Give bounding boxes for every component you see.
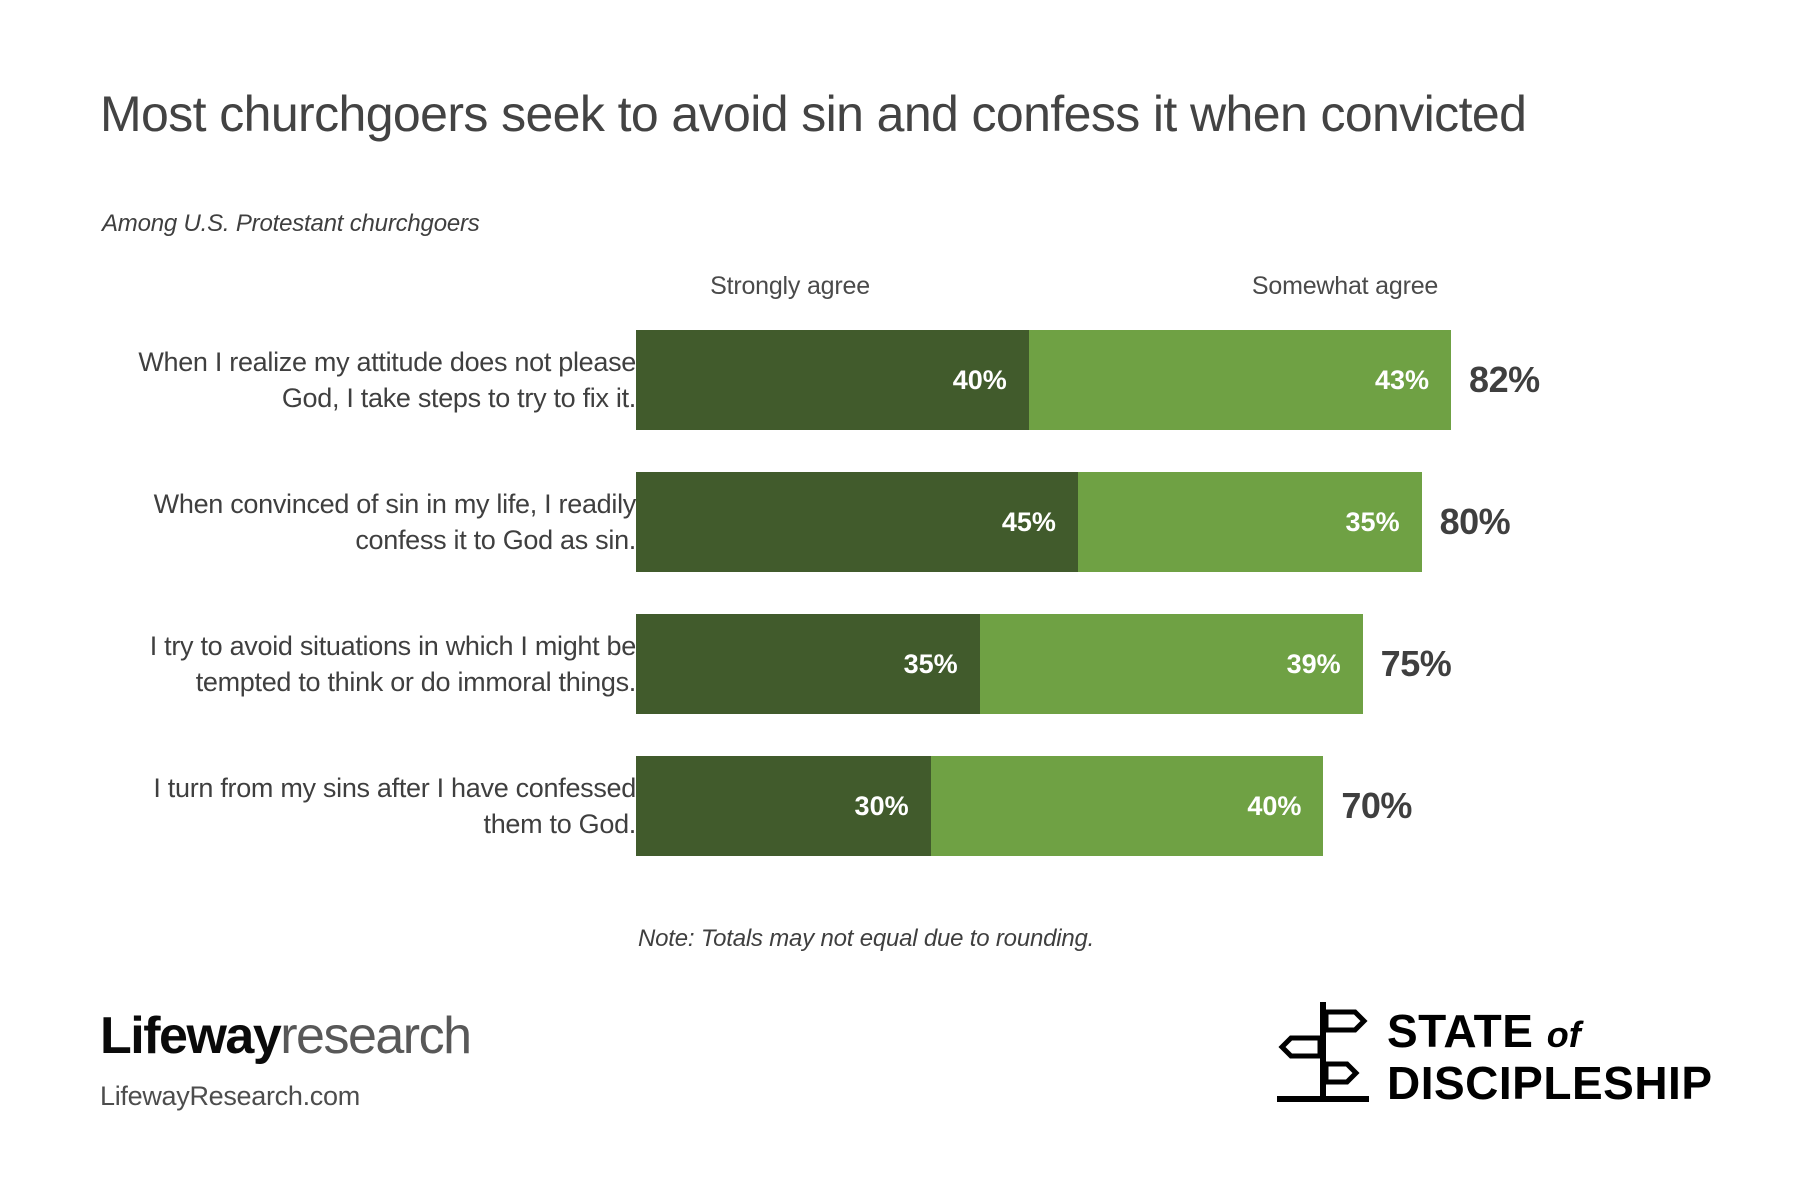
chart-bar-row: When I realize my attitude does not plea… — [0, 330, 1800, 430]
chart-bar-row: I try to avoid situations in which I mig… — [0, 614, 1800, 714]
bar-category-label: I turn from my sins after I have confess… — [153, 773, 636, 839]
bar-segment-somewhat-agree: 39% — [979, 614, 1363, 714]
stacked-bar: 30% 40% — [636, 756, 1324, 856]
bar-value-strongly-agree: 40% — [952, 364, 1007, 395]
logo-line-state-of: STATE of — [1387, 1008, 1713, 1054]
bar-segment-strongly-agree: 40% — [636, 330, 1029, 430]
bar-segment-somewhat-agree: 35% — [1077, 472, 1422, 572]
chart-note: Note: Totals may not equal due to roundi… — [638, 925, 1095, 952]
bar-value-strongly-agree: 30% — [854, 790, 909, 821]
bar-category-label: When convinced of sin in my life, I read… — [153, 489, 637, 555]
stacked-bar: 45% 35% — [636, 472, 1422, 572]
stacked-bar: 35% 39% — [636, 614, 1363, 714]
bar-category-label: When I realize my attitude does not plea… — [138, 347, 636, 413]
state-of-discipleship-text: STATE of DISCIPLESHIP — [1387, 1008, 1713, 1106]
bar-total-label: 70% — [1341, 785, 1412, 826]
lifeway-logo-bold: Lifeway — [100, 1007, 282, 1065]
bar-value-somewhat-agree: 39% — [1286, 648, 1341, 679]
lifeway-research-logo: Lifewayresearch — [100, 1005, 472, 1067]
bar-total-label: 75% — [1380, 643, 1452, 684]
bar-value-strongly-agree: 35% — [903, 648, 958, 679]
logo-word-of: of — [1546, 1013, 1581, 1055]
lifeway-website-url: LifewayResearch.com — [100, 1081, 360, 1111]
bar-value-somewhat-agree: 43% — [1375, 364, 1430, 395]
chart-legend: Strongly agree Somewhat agree — [0, 272, 1800, 304]
chart-subtitle: Among U.S. Protestant churchgoers — [102, 210, 480, 237]
logo-word-state: STATE — [1387, 1004, 1534, 1057]
chart-bar-row: I turn from my sins after I have confess… — [0, 756, 1800, 856]
state-of-discipleship-logo: STATE of DISCIPLESHIP — [1275, 1000, 1713, 1113]
bar-total-label: 82% — [1469, 359, 1540, 400]
bar-segment-somewhat-agree: 40% — [930, 756, 1324, 856]
page-title: Most churchgoers seek to avoid sin and c… — [100, 86, 1527, 142]
bar-segment-strongly-agree: 30% — [636, 756, 931, 856]
footer-branding: Lifewayresearch LifewayResearch.com — [100, 1005, 472, 1112]
bar-value-somewhat-agree: 35% — [1345, 506, 1400, 537]
legend-label-strongly-agree: Strongly agree — [710, 272, 870, 300]
signpost-icon — [1275, 1000, 1371, 1113]
bar-segment-strongly-agree: 45% — [636, 472, 1078, 572]
bar-total-label: 80% — [1439, 501, 1511, 542]
bar-segment-somewhat-agree: 43% — [1028, 330, 1452, 430]
bar-category-label: I try to avoid situations in which I mig… — [149, 631, 637, 697]
bar-segment-strongly-agree: 35% — [636, 614, 980, 714]
bar-value-somewhat-agree: 40% — [1247, 790, 1302, 821]
bar-value-strongly-agree: 45% — [1001, 506, 1056, 537]
legend-label-somewhat-agree: Somewhat agree — [1251, 272, 1439, 300]
lifeway-logo-light: research — [280, 1007, 472, 1065]
chart-bar-row: When convinced of sin in my life, I read… — [0, 472, 1800, 572]
stacked-bar: 40% 43% — [636, 330, 1452, 430]
logo-word-discipleship: DISCIPLESHIP — [1387, 1056, 1713, 1109]
